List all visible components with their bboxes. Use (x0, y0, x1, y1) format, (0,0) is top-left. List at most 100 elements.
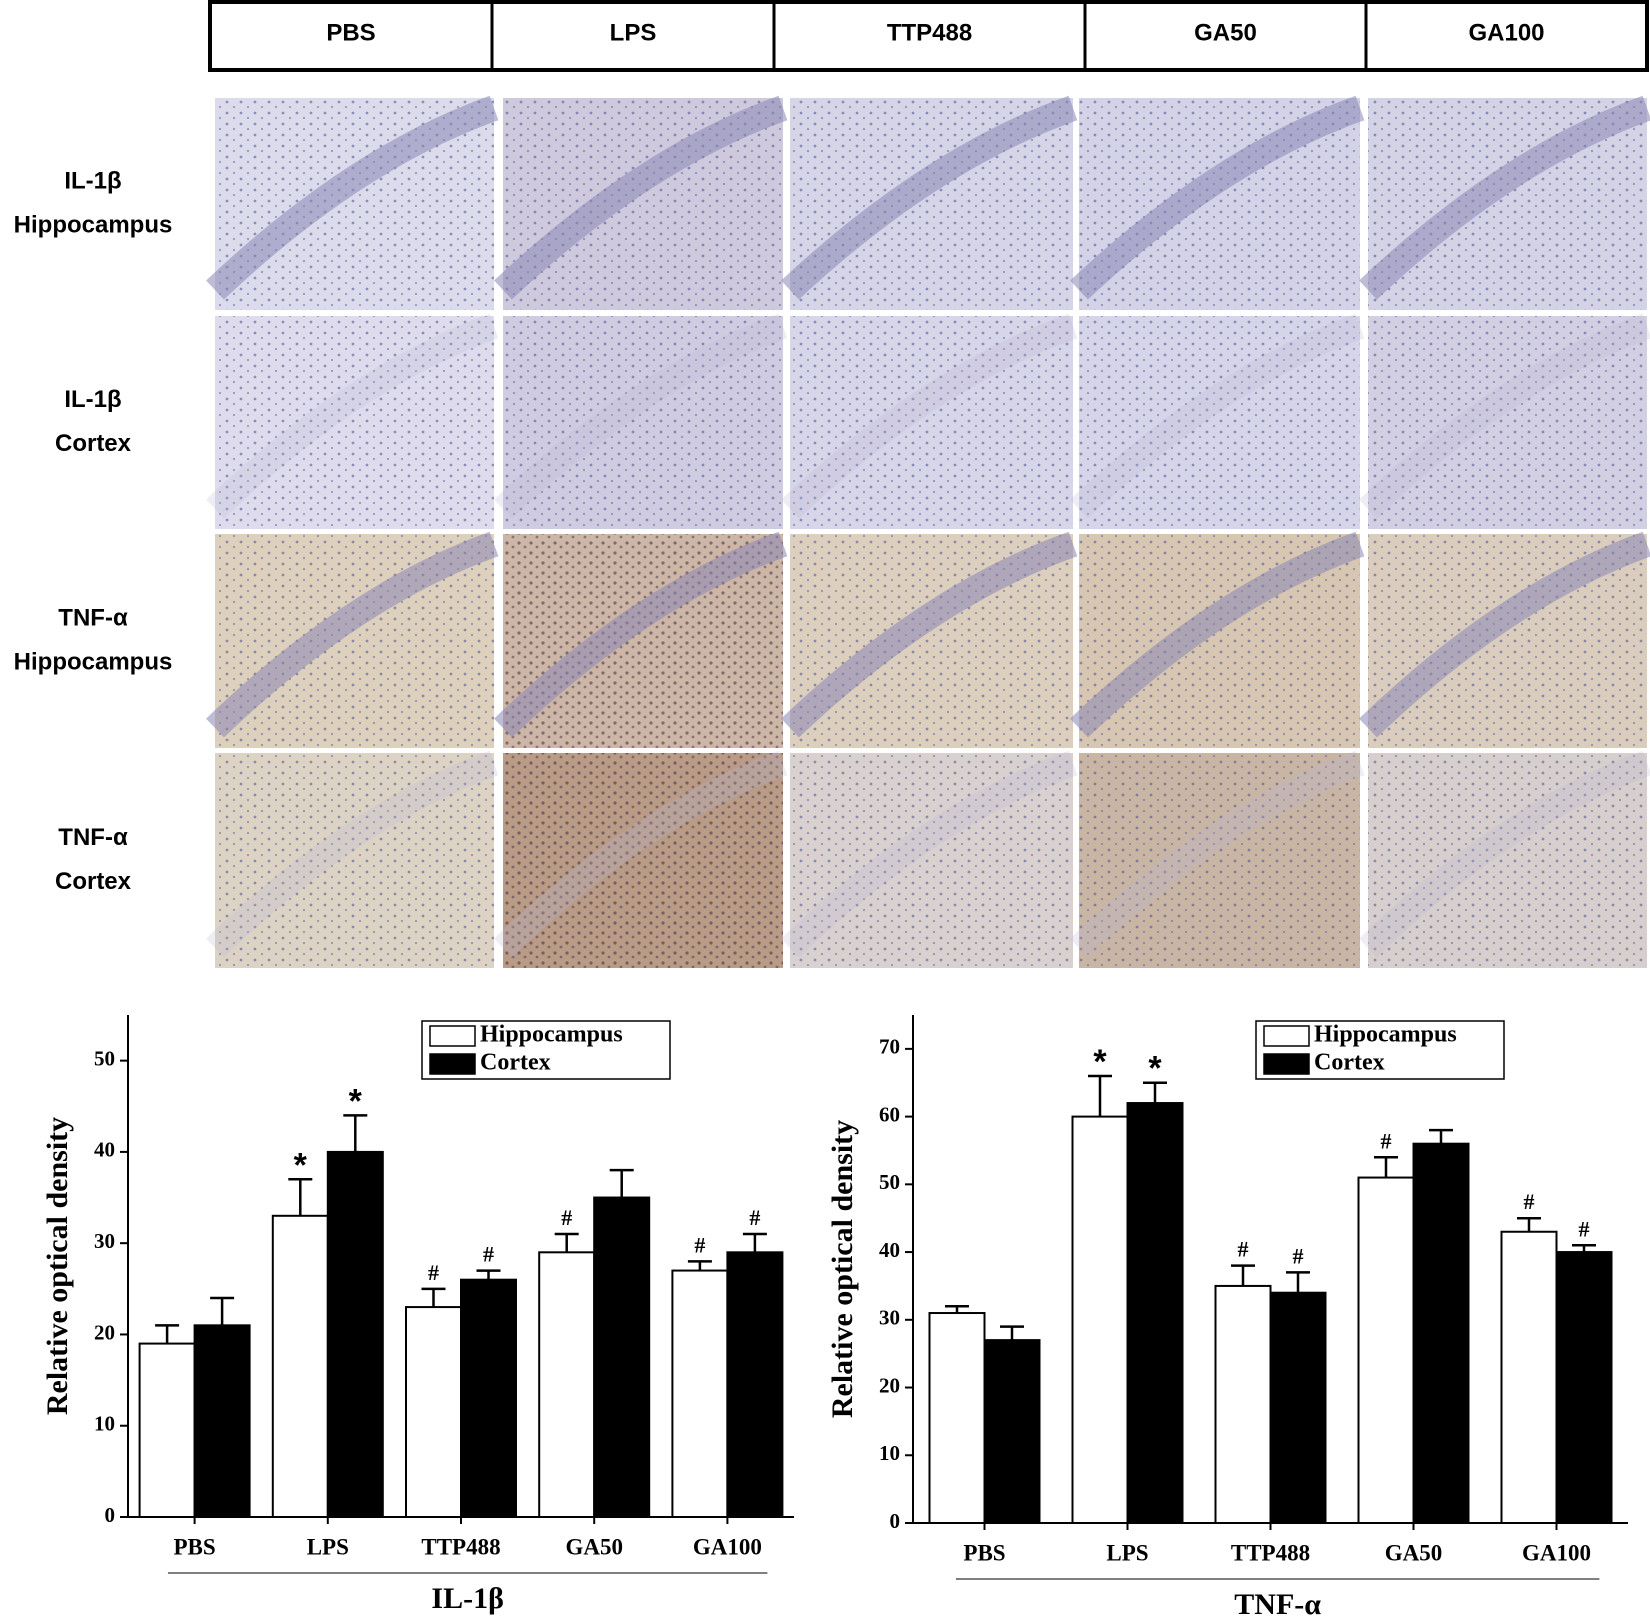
micrograph-texture (790, 316, 1073, 529)
bar (983, 1339, 1041, 1524)
significance-marker: # (1293, 1243, 1304, 1268)
x-tick-label: PBS (963, 1540, 1005, 1565)
y-tick-label: 20 (879, 1373, 900, 1397)
legend-swatch (1263, 1053, 1310, 1075)
legend-swatch (429, 1053, 476, 1075)
micrograph-band (206, 313, 499, 519)
x-axis-label: TNF-α (1234, 1588, 1321, 1618)
micrograph-band (494, 313, 788, 519)
column-header: GA50 (1194, 19, 1257, 46)
significance-marker: # (1381, 1128, 1392, 1153)
significance-marker: # (749, 1205, 760, 1230)
micrograph-band (205, 531, 499, 738)
y-tick-label: 30 (94, 1229, 115, 1253)
y-tick-label: 0 (105, 1503, 116, 1527)
y-tick-label: 50 (879, 1170, 900, 1194)
x-axis-label: IL-1β (431, 1582, 503, 1615)
bar (460, 1278, 517, 1519)
y-tick-label: 0 (890, 1509, 901, 1533)
significance-marker: * (349, 1082, 363, 1120)
legend-label: Hippocampus (480, 1022, 623, 1048)
x-tick-label: GA100 (693, 1534, 762, 1559)
header-frame (208, 0, 1649, 72)
micrograph-texture (215, 316, 494, 529)
x-tick-label: PBS (174, 1534, 216, 1559)
bar (1126, 1102, 1184, 1524)
x-tick-label: GA50 (565, 1534, 623, 1559)
micrograph-band (205, 750, 499, 958)
y-axis-label: Relative optical density (826, 1120, 859, 1418)
micrograph-texture (1079, 753, 1360, 968)
significance-marker: * (1148, 1050, 1162, 1088)
micrograph-texture (790, 753, 1073, 968)
column-header: LPS (610, 19, 657, 46)
micrograph-band (494, 531, 788, 738)
legend-label: Cortex (1314, 1050, 1385, 1076)
bar (538, 1251, 596, 1518)
y-tick-label: 30 (879, 1306, 900, 1330)
y-tick-label: 10 (94, 1412, 115, 1436)
significance-marker: # (483, 1242, 494, 1267)
micrograph-band (781, 750, 1078, 958)
bar (928, 1312, 986, 1524)
y-tick-label: 50 (94, 1046, 115, 1070)
row-label: IL-1β (64, 386, 121, 413)
micrograph-texture (215, 753, 494, 968)
bar (405, 1306, 462, 1519)
bar (1357, 1176, 1415, 1525)
micrograph-band (1358, 531, 1650, 738)
micrograph-band (781, 95, 1078, 300)
micrograph-band (1069, 750, 1365, 958)
micrograph-band (1359, 313, 1650, 519)
row-label: TNF-α (58, 824, 128, 851)
y-tick-label: 20 (94, 1320, 115, 1344)
legend-swatch (1263, 1025, 1310, 1047)
bar (271, 1214, 329, 1519)
bar (1214, 1284, 1272, 1525)
row-label: Cortex (55, 430, 132, 457)
micrograph-band (781, 531, 1078, 738)
micrograph-band (1358, 750, 1650, 958)
y-axis-label: Relative optical density (41, 1117, 74, 1415)
column-header: TTP488 (887, 19, 972, 46)
micrograph-band (1070, 313, 1365, 519)
y-tick-label: 10 (879, 1441, 900, 1465)
significance-marker: # (561, 1205, 572, 1230)
y-tick-label: 40 (879, 1238, 900, 1262)
bar (1412, 1142, 1470, 1525)
bar (138, 1342, 196, 1518)
x-tick-label: LPS (307, 1534, 349, 1559)
bar (1269, 1291, 1327, 1524)
significance-marker: # (694, 1232, 705, 1257)
significance-marker: # (428, 1260, 439, 1285)
significance-marker: # (1238, 1237, 1249, 1262)
y-tick-label: 40 (94, 1138, 115, 1162)
row-label: Cortex (55, 868, 132, 895)
legend-label: Cortex (480, 1050, 551, 1076)
micrograph-band (206, 95, 499, 300)
micrograph-texture (1368, 316, 1647, 529)
micrograph-texture (503, 316, 783, 529)
micrograph-texture (1368, 753, 1647, 968)
column-header: PBS (326, 19, 375, 46)
micrograph-band (1070, 531, 1365, 738)
bar (1555, 1251, 1613, 1524)
micrograph-band (494, 95, 788, 300)
legend-swatch (429, 1025, 476, 1047)
x-tick-label: LPS (1106, 1540, 1148, 1565)
significance-marker: # (1524, 1189, 1535, 1214)
micrograph-band (493, 750, 788, 958)
y-tick-label: 70 (879, 1035, 900, 1059)
x-tick-label: GA100 (1522, 1540, 1591, 1565)
significance-marker: * (294, 1146, 308, 1184)
x-tick-label: GA50 (1385, 1540, 1443, 1565)
bar (1500, 1230, 1558, 1525)
micrograph-texture (503, 753, 783, 968)
x-tick-label: TTP488 (1231, 1540, 1310, 1565)
bar (671, 1269, 729, 1518)
legend-label: Hippocampus (1314, 1022, 1457, 1048)
row-label: TNF-α (58, 604, 128, 631)
row-label: Hippocampus (14, 648, 173, 675)
bar (726, 1251, 784, 1518)
